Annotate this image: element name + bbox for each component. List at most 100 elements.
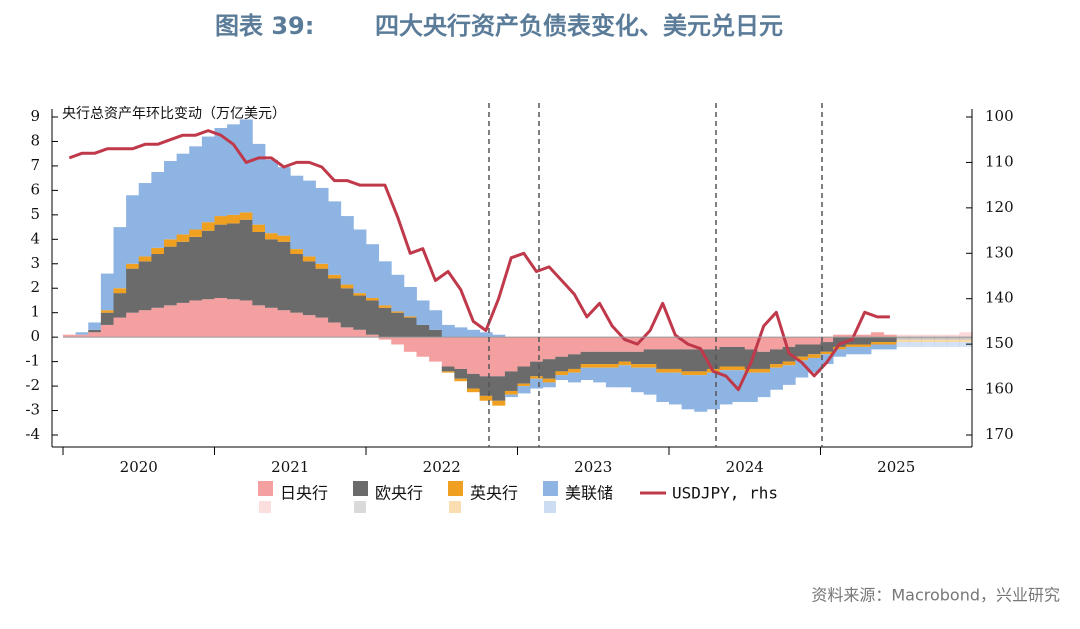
legend-swatch-faded [544,501,556,513]
bar-segment [378,307,392,338]
bar-segment [429,310,443,330]
bar-segment [694,349,708,372]
bar-segment [504,394,518,398]
bar-segment [530,361,544,377]
bar-segment [568,354,582,369]
legend-label: 欧央行 [375,484,423,503]
bar-segment [795,337,809,345]
bar-segment [908,342,922,347]
x-tick-label: 2021 [271,458,309,476]
bar-segment [896,334,910,338]
bar-segment [555,356,569,372]
bar-segment [403,337,417,352]
bar-segment [467,329,481,338]
bar-segment [164,161,178,240]
bar-segment [366,300,380,335]
bar-segment [479,395,493,401]
bar-segment [467,337,481,374]
bar-segment [757,368,771,373]
bar-segment [492,376,506,401]
bar-segment [908,337,922,340]
bar-segment [618,365,632,388]
bar-segment [366,244,380,299]
legend-swatch-faded [259,501,271,513]
chart-title: 四大央行资产负债表变化、美元兑日元 [375,12,783,40]
bar-segment [214,298,228,338]
bar-segment [328,274,342,279]
bar-segment [883,337,897,343]
bar-segment [441,371,455,373]
y2-tick-label: 140 [985,289,1014,307]
y-tick-label: -1 [25,352,40,370]
bar-segment [542,382,556,388]
bar-segment [252,305,266,338]
y-tick-label: -4 [25,425,40,443]
event-lines [488,103,823,447]
bar-segment [530,337,544,362]
bar-segment [694,371,708,376]
x-tick-label: 2023 [574,458,612,476]
bar-segment [959,332,973,338]
bar-segment [113,227,127,289]
bar-segment [265,239,279,308]
bar-segment [454,378,468,382]
bar-segment [88,322,102,330]
bar-segment [302,315,316,338]
y2-tick-label: 170 [985,425,1014,443]
bar-segment [883,344,897,350]
y-tick-label: 1 [30,303,40,321]
bar-segment [669,368,683,373]
bar-segment [315,187,329,264]
bar-segment [353,293,367,296]
bar-segment [416,337,430,357]
bar-segment [605,367,619,388]
bar-segment [770,337,784,350]
bar-segment [694,375,708,412]
bar-segment [467,388,481,393]
bar-segment [302,180,316,257]
bar-segment [504,337,518,372]
bar-segment [378,305,392,308]
bar-segment [669,337,683,350]
bar-segment [340,216,354,285]
bar-segment [542,337,556,360]
bar-segment [302,261,316,316]
legend-swatch-faded [449,501,461,513]
bar-segment [416,300,430,325]
bar-segment [126,312,140,338]
bar-segment [201,299,215,338]
bar-segment [176,302,190,338]
bar-segment [871,332,885,338]
bar-segment [782,361,796,366]
y2-tick-label: 100 [985,107,1014,125]
bar-segment [277,241,291,311]
bar-segment [517,386,531,394]
x-tick-label: 2024 [726,458,764,476]
bar-segment [176,153,190,235]
bar-segment [820,351,834,355]
bar-segment [807,357,821,373]
bar-segment [706,337,720,350]
legend-label: 日央行 [280,484,328,503]
bar-segment [656,368,670,373]
bar-segment [315,263,329,269]
bar-segment [391,312,405,338]
bar-segment [757,372,771,398]
bar-segment [227,223,241,300]
bar-segment [75,334,89,338]
bar-segment [227,214,241,224]
bar-segment [239,212,253,220]
legend-label: 美联储 [565,484,613,503]
bar-segment [845,346,859,355]
bar-segment [605,364,619,368]
legend-swatch-faded [354,501,366,513]
bar-segment [277,310,291,338]
bar-segment [290,312,304,338]
bar-segment [88,332,102,338]
bar-segment [605,351,619,365]
bar-segment [542,378,556,383]
bar-segment [189,229,203,237]
bar-segment [719,346,733,367]
bar-segment [113,293,127,318]
bar-segment [479,376,493,396]
